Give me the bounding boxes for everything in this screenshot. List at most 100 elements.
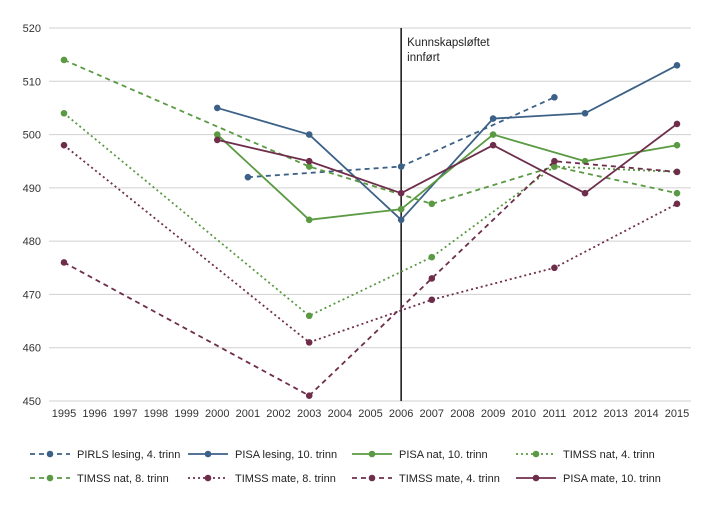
legend-item-7: TIMSS mate, 4. trinn	[352, 473, 500, 485]
legend-label: TIMSS nat, 4. trinn	[563, 449, 655, 461]
x-tick-label: 2002	[266, 408, 290, 420]
legend-label: PISA nat, 10. trinn	[399, 449, 488, 461]
x-tick-label: 1998	[144, 408, 168, 420]
legend-swatch-marker	[532, 450, 540, 458]
data-point	[397, 216, 405, 224]
data-point	[305, 339, 313, 346]
legend-swatch-marker	[204, 474, 212, 482]
data-point	[551, 157, 558, 165]
legend-swatch-marker	[368, 474, 376, 482]
x-tick-label: 2005	[358, 408, 382, 420]
series-3	[213, 131, 681, 224]
legend-item-6: TIMSS mate, 8. trinn	[188, 473, 336, 485]
legend-label: PISA mate, 10. trinn	[563, 473, 661, 485]
legend-item-2: PISA lesing, 10. trinn	[188, 449, 337, 461]
y-tick-label: 480	[23, 236, 41, 248]
gridlines	[49, 27, 691, 402]
data-point	[428, 275, 436, 282]
series-5	[60, 56, 681, 208]
data-point	[551, 264, 558, 272]
data-point	[305, 131, 313, 138]
y-tick-label: 450	[23, 396, 41, 408]
data-point	[673, 200, 681, 208]
series-4	[60, 109, 681, 320]
x-tick-label: 2003	[297, 408, 321, 420]
annotation: Kunnskapsløftet innført	[400, 28, 490, 401]
legend-item-5: TIMSS nat, 8. trinn	[30, 473, 169, 485]
x-tick-label: 2013	[603, 408, 627, 420]
legend-item-1: PIRLS lesing, 4. trinn	[30, 449, 180, 461]
x-tick-label: 2000	[205, 408, 229, 420]
series-line	[63, 160, 678, 397]
series-6	[60, 141, 681, 346]
x-tick-label: 2015	[665, 408, 689, 420]
data-point	[60, 56, 68, 64]
x-tick-label: 2006	[389, 408, 413, 420]
data-point	[397, 163, 405, 170]
x-tick-label: 2011	[543, 408, 567, 420]
data-point	[551, 163, 558, 170]
series-line	[63, 112, 678, 317]
legend-swatch-marker	[204, 450, 212, 458]
series-line	[216, 133, 678, 221]
data-point	[397, 189, 405, 197]
data-point	[673, 168, 681, 176]
data-point	[305, 157, 313, 165]
legend-swatch-marker	[532, 474, 540, 482]
legend-label: TIMSS mate, 4. trinn	[399, 473, 500, 485]
data-point	[397, 205, 405, 213]
annotation-label-line-1: Kunnskapsløftet	[407, 37, 490, 49]
series-line	[216, 64, 678, 221]
series-7	[60, 157, 681, 399]
legend-swatch-marker	[46, 450, 54, 458]
data-point	[213, 131, 221, 138]
series-line	[63, 144, 678, 344]
x-tick-label: 1996	[82, 408, 106, 420]
legend-swatch-marker	[46, 474, 54, 482]
series-line	[217, 123, 678, 195]
data-point	[60, 259, 68, 266]
series-2	[213, 62, 681, 224]
data-point	[581, 157, 589, 165]
annotation-label-line-2: innført	[407, 52, 440, 64]
legend: PIRLS lesing, 4. trinn PISA lesing, 10. t…	[30, 449, 661, 485]
data-point	[673, 120, 681, 128]
data-point	[489, 141, 497, 149]
data-point	[673, 189, 681, 197]
data-point	[551, 93, 558, 101]
x-tick-label: 2009	[481, 408, 505, 420]
y-tick-label: 510	[23, 76, 41, 88]
legend-swatch-marker	[368, 450, 376, 458]
data-point	[581, 109, 589, 117]
legend-label: TIMSS mate, 8. trinn	[235, 473, 336, 485]
x-tick-label: 2001	[236, 408, 260, 420]
legend-item-4: TIMSS nat, 4. trinn	[516, 449, 655, 461]
legend-item-8: PISA mate, 10. trinn	[516, 473, 661, 485]
legend-label: PISA lesing, 10. trinn	[235, 449, 337, 461]
x-tick-label: 1997	[113, 408, 137, 420]
data-point	[673, 62, 681, 69]
x-axis: 1995 1996 1997 1998 1999 2000 2001 2002 2003 2004…	[52, 408, 689, 420]
y-tick-label: 460	[23, 343, 41, 355]
data-point	[60, 141, 68, 149]
x-tick-label: 2008	[450, 408, 474, 420]
series-8	[213, 120, 681, 197]
data-point	[213, 136, 221, 144]
data-point	[428, 296, 436, 304]
y-tick-label: 520	[23, 23, 41, 35]
data-point	[489, 131, 497, 138]
legend-item-3: PISA nat, 10. trinn	[352, 449, 488, 461]
y-axis: 450 460 470 480 490 500 510 520	[23, 23, 41, 408]
data-point	[489, 115, 497, 122]
data-point	[244, 173, 252, 181]
data-point	[428, 253, 436, 261]
data-point	[581, 189, 589, 197]
y-tick-label: 490	[23, 183, 41, 195]
x-tick-label: 2014	[634, 408, 658, 420]
y-tick-label: 470	[23, 289, 41, 301]
series-group	[60, 56, 681, 399]
x-tick-label: 1995	[52, 408, 76, 420]
data-point	[305, 163, 313, 170]
data-point	[60, 109, 68, 117]
